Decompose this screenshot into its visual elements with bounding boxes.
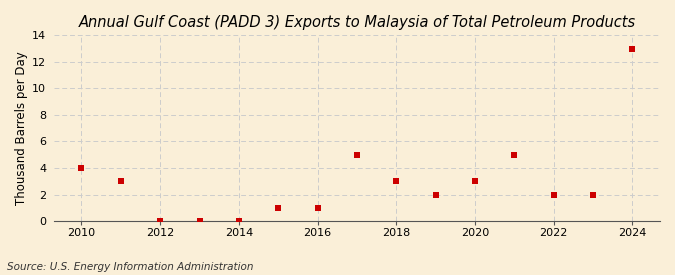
Point <box>155 219 165 223</box>
Point <box>588 192 599 197</box>
Point <box>273 206 284 210</box>
Text: Source: U.S. Energy Information Administration: Source: U.S. Energy Information Administ… <box>7 262 253 271</box>
Title: Annual Gulf Coast (PADD 3) Exports to Malaysia of Total Petroleum Products: Annual Gulf Coast (PADD 3) Exports to Ma… <box>78 15 636 30</box>
Point <box>194 219 205 223</box>
Point <box>115 179 126 183</box>
Point <box>548 192 559 197</box>
Point <box>76 166 87 170</box>
Point <box>627 46 638 51</box>
Point <box>313 206 323 210</box>
Point <box>352 153 362 157</box>
Point <box>391 179 402 183</box>
Point <box>509 153 520 157</box>
Point <box>234 219 244 223</box>
Point <box>470 179 481 183</box>
Point <box>430 192 441 197</box>
Y-axis label: Thousand Barrels per Day: Thousand Barrels per Day <box>15 51 28 205</box>
